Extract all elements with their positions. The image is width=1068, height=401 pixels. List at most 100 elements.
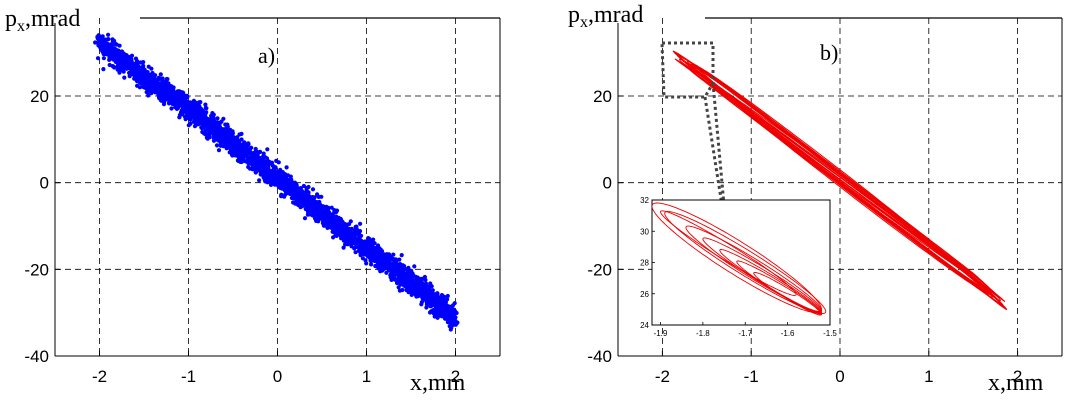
scatter-point bbox=[329, 218, 334, 223]
scatter-point bbox=[138, 60, 143, 65]
scatter-point bbox=[435, 302, 440, 307]
scatter-point bbox=[335, 229, 340, 234]
inset-x-ticks: -1.9 -1.8 -1.7 -1.6 -1.5 bbox=[654, 322, 837, 338]
scatter-point bbox=[384, 265, 389, 271]
scatter-point bbox=[272, 170, 278, 175]
scatter-point bbox=[331, 235, 336, 240]
scatter-point bbox=[338, 216, 343, 222]
scatter-point bbox=[445, 297, 450, 302]
inset-x-tick-label: -1.9 bbox=[654, 329, 668, 338]
scatter-point bbox=[114, 42, 119, 47]
panel-b-y-ticks: -40 -20 0 20 bbox=[587, 87, 623, 366]
scatter-point bbox=[373, 258, 378, 263]
scatter-point bbox=[312, 195, 317, 200]
scatter-point bbox=[217, 124, 222, 129]
scatter-point bbox=[293, 189, 298, 195]
scatter-point bbox=[357, 244, 362, 249]
scatter-point bbox=[93, 40, 98, 45]
scatter-point bbox=[341, 245, 346, 250]
inset-y-tick-label: 28 bbox=[640, 259, 649, 268]
scatter-point bbox=[106, 32, 111, 37]
scatter-point bbox=[285, 180, 290, 185]
scatter-point bbox=[436, 296, 441, 301]
scatter-point bbox=[360, 256, 365, 261]
inset-orbit-curve bbox=[719, 249, 822, 314]
scatter-point bbox=[174, 105, 179, 110]
scatter-point bbox=[169, 86, 174, 91]
scatter-point bbox=[353, 250, 358, 255]
scatter-point bbox=[116, 55, 121, 60]
scatter-point bbox=[393, 257, 399, 262]
scatter-point bbox=[208, 124, 213, 129]
scatter-point bbox=[257, 178, 262, 183]
scatter-point bbox=[100, 49, 105, 54]
scatter-point bbox=[343, 242, 348, 247]
scatter-point bbox=[452, 301, 457, 306]
scatter-point bbox=[169, 106, 174, 111]
panel-a-x-ticks: -2 -1 0 1 2 bbox=[92, 351, 460, 386]
scatter-point bbox=[266, 177, 271, 182]
scatter-point bbox=[379, 259, 384, 264]
scatter-point bbox=[424, 305, 429, 310]
scatter-point bbox=[427, 310, 433, 315]
scatter-point bbox=[159, 90, 164, 95]
scatter-point bbox=[219, 119, 224, 124]
panel-a-y-tick-label: 20 bbox=[30, 87, 49, 106]
scatter-point bbox=[235, 147, 240, 152]
scatter-point bbox=[227, 140, 233, 146]
scatter-point bbox=[106, 46, 112, 51]
scatter-point bbox=[226, 133, 231, 138]
panel-b-y-tick-label: 0 bbox=[603, 174, 612, 193]
scatter-point bbox=[387, 260, 392, 265]
scatter-point bbox=[150, 70, 155, 76]
scatter-point bbox=[264, 161, 269, 166]
scatter-point bbox=[186, 123, 191, 128]
scatter-point bbox=[206, 118, 211, 123]
scatter-point bbox=[124, 58, 129, 63]
inset-x-tick-label: -1.7 bbox=[738, 329, 752, 338]
scatter-point bbox=[255, 167, 260, 172]
scatter-point bbox=[236, 158, 241, 163]
panel-b-x-axis-label: x,mm bbox=[988, 370, 1044, 396]
scatter-point bbox=[165, 91, 170, 97]
scatter-point bbox=[153, 84, 158, 89]
scatter-point bbox=[229, 148, 234, 153]
scatter-point bbox=[361, 239, 366, 245]
scatter-point bbox=[412, 264, 417, 269]
scatter-point bbox=[444, 311, 449, 317]
panel-a-y-tick-label: -40 bbox=[24, 347, 49, 366]
scatter-point bbox=[264, 156, 270, 161]
scatter-point bbox=[235, 138, 240, 143]
scatter-point bbox=[277, 169, 282, 174]
scatter-point bbox=[339, 236, 344, 241]
scatter-point bbox=[442, 307, 447, 312]
scatter-point bbox=[179, 96, 184, 101]
scatter-point bbox=[323, 221, 329, 226]
inset-x-tick-label: -1.6 bbox=[781, 329, 795, 338]
zoom-region-box bbox=[660, 41, 715, 99]
panel-a-y-tick-label: -20 bbox=[24, 260, 49, 279]
scatter-point bbox=[422, 290, 427, 295]
scatter-point bbox=[406, 278, 411, 283]
scatter-point bbox=[170, 98, 175, 103]
scatter-point bbox=[397, 288, 402, 293]
scatter-point bbox=[111, 65, 117, 70]
scatter-point bbox=[193, 110, 198, 115]
scatter-point bbox=[199, 125, 204, 130]
scatter-point bbox=[158, 76, 163, 81]
panel-a-y-ticks: -40 -20 0 20 bbox=[24, 87, 60, 366]
scatter-point bbox=[299, 189, 305, 194]
scatter-point bbox=[370, 240, 376, 245]
scatter-point bbox=[186, 103, 191, 108]
inset-plot: 24 26 28 30 32 -1.9 -1.8 -1.7 -1.6 -1.5 bbox=[640, 196, 837, 338]
panel-b-y-tick-label: 20 bbox=[593, 87, 612, 106]
scatter-point bbox=[158, 85, 163, 90]
scatter-point bbox=[398, 262, 403, 267]
scatter-point bbox=[155, 90, 160, 95]
scatter-point bbox=[362, 244, 367, 249]
scatter-point bbox=[210, 111, 215, 116]
scatter-point bbox=[358, 253, 363, 258]
scatter-point bbox=[433, 307, 438, 312]
scatter-point bbox=[226, 129, 231, 134]
